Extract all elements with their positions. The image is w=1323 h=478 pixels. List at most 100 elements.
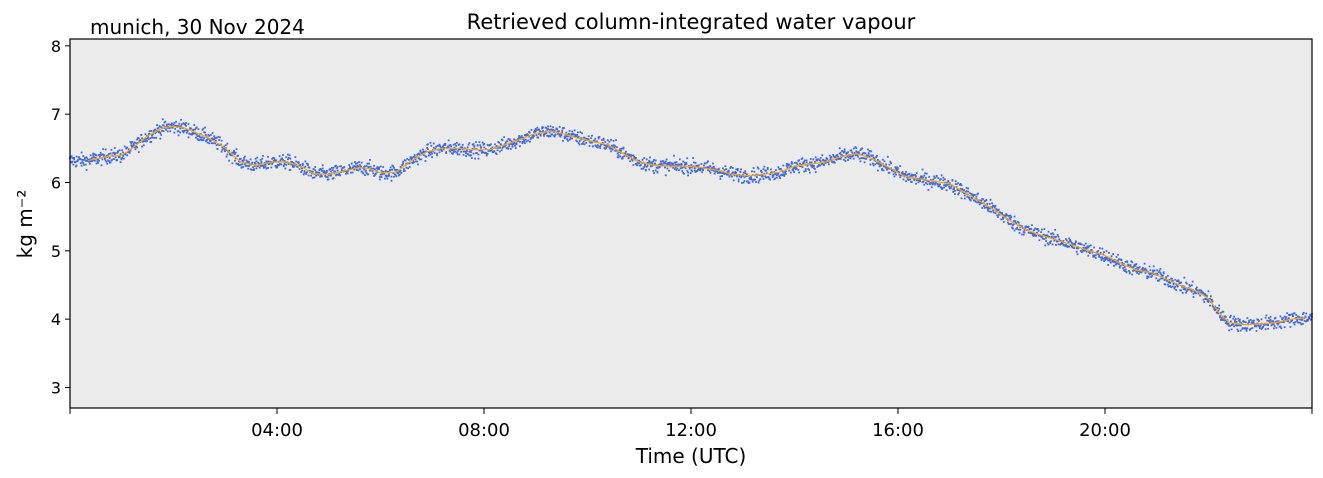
- data-point: [635, 162, 637, 165]
- data-point: [1013, 215, 1016, 218]
- data-point: [398, 173, 401, 176]
- data-point: [1248, 319, 1250, 322]
- data-point: [1112, 253, 1115, 255]
- data-point: [494, 143, 496, 146]
- data-point: [1000, 218, 1003, 221]
- data-point: [327, 178, 330, 181]
- data-point: [301, 169, 303, 172]
- data-point: [615, 139, 617, 142]
- data-point: [957, 182, 960, 185]
- data-point: [378, 178, 381, 181]
- data-point: [1234, 319, 1236, 322]
- data-point: [561, 129, 564, 132]
- data-point: [997, 214, 1000, 216]
- data-point: [670, 162, 673, 165]
- data-point: [159, 137, 162, 140]
- data-point: [971, 197, 974, 200]
- data-point: [1172, 283, 1175, 286]
- data-point: [95, 154, 98, 157]
- data-point: [424, 160, 427, 162]
- data-point: [1038, 239, 1041, 242]
- data-point: [1229, 314, 1232, 317]
- data-point: [224, 144, 227, 147]
- data-point: [761, 174, 764, 177]
- data-point: [538, 130, 541, 133]
- data-point: [814, 171, 817, 173]
- data-point: [886, 155, 889, 158]
- data-point: [362, 172, 365, 175]
- data-point: [219, 143, 222, 146]
- data-point: [312, 168, 315, 171]
- data-point: [458, 153, 461, 156]
- data-point: [1274, 316, 1277, 319]
- data-point: [169, 130, 172, 133]
- data-point: [801, 166, 804, 169]
- data-point: [300, 171, 303, 173]
- data-point: [766, 168, 769, 171]
- data-point: [857, 152, 860, 155]
- data-point: [122, 155, 124, 157]
- data-point: [863, 161, 866, 164]
- data-point: [1115, 256, 1118, 258]
- data-point: [693, 161, 695, 164]
- data-point: [818, 164, 821, 167]
- data-point: [542, 126, 544, 129]
- data-point: [473, 145, 476, 147]
- data-point: [116, 159, 119, 162]
- data-point: [567, 135, 569, 138]
- data-point: [1232, 317, 1235, 320]
- data-point: [1147, 276, 1150, 278]
- data-point: [508, 145, 511, 148]
- data-point: [838, 157, 840, 160]
- data-point: [1075, 247, 1078, 250]
- data-point: [374, 174, 376, 177]
- data-point: [528, 140, 531, 143]
- data-point: [95, 162, 98, 165]
- data-point: [1132, 265, 1135, 268]
- data-point: [968, 198, 971, 201]
- data-point: [369, 158, 371, 161]
- data-point: [107, 154, 110, 157]
- data-point: [227, 150, 230, 153]
- data-point: [200, 139, 203, 142]
- data-point: [128, 151, 131, 154]
- data-point: [1033, 228, 1036, 231]
- data-point: [1272, 323, 1275, 326]
- data-point: [1105, 250, 1108, 253]
- data-point: [409, 157, 412, 160]
- chart-title: Retrieved column-integrated water vapour: [467, 10, 916, 34]
- data-point: [392, 172, 395, 174]
- data-point: [427, 148, 429, 151]
- data-point: [330, 166, 333, 169]
- data-point: [932, 178, 935, 181]
- data-point: [1008, 223, 1011, 225]
- data-point: [223, 145, 226, 148]
- data-point: [809, 161, 811, 164]
- data-point: [349, 171, 352, 174]
- data-point: [1205, 298, 1207, 300]
- data-point: [301, 164, 304, 166]
- data-point: [483, 146, 486, 149]
- data-point: [779, 177, 781, 179]
- data-point: [1094, 254, 1097, 257]
- data-point: [580, 137, 583, 140]
- data-point: [1090, 249, 1093, 251]
- data-point: [781, 174, 784, 177]
- data-point: [399, 169, 402, 172]
- data-point: [523, 139, 525, 142]
- data-point: [874, 163, 877, 166]
- data-point: [1206, 298, 1209, 301]
- data-point: [417, 157, 420, 160]
- data-point: [852, 157, 855, 160]
- data-point: [389, 166, 392, 169]
- data-point: [295, 160, 298, 163]
- data-point: [314, 169, 317, 172]
- data-point: [98, 155, 101, 158]
- data-point: [690, 169, 693, 172]
- data-point: [306, 164, 309, 166]
- data-point: [843, 148, 846, 151]
- data-point: [82, 162, 85, 165]
- data-point: [412, 161, 415, 164]
- data-point: [1262, 325, 1265, 328]
